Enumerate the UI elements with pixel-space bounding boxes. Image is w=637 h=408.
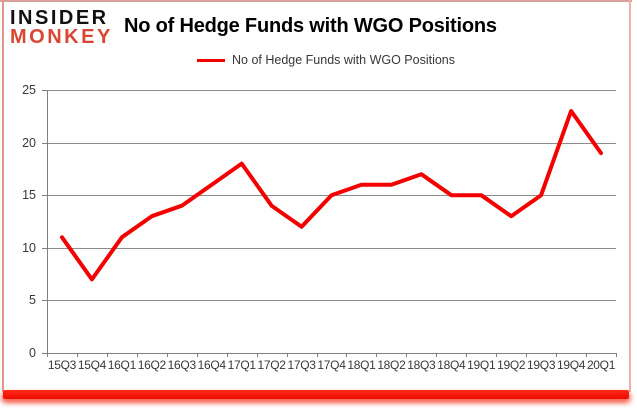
x-axis-label: 17Q4 xyxy=(317,358,346,372)
card-border-left xyxy=(2,0,4,392)
x-axis-label: 17Q3 xyxy=(287,358,316,372)
x-axis-label: 17Q1 xyxy=(227,358,256,372)
y-axis-label: 15 xyxy=(22,188,36,203)
x-axis-label: 16Q1 xyxy=(107,358,136,372)
x-axis-label: 19Q4 xyxy=(557,358,586,372)
legend-line-swatch xyxy=(197,58,225,62)
data-line xyxy=(60,109,603,282)
x-axis-label: 19Q2 xyxy=(497,358,526,372)
y-axis-label: 20 xyxy=(22,135,36,150)
x-axis-label: 20Q1 xyxy=(586,358,616,372)
y-axis-label: 25 xyxy=(22,83,36,97)
insider-monkey-logo: INSIDER MONKEY xyxy=(10,7,113,48)
y-axis-label: 10 xyxy=(22,240,36,255)
x-axis-label: 17Q2 xyxy=(257,358,286,372)
x-axis-label: 18Q2 xyxy=(377,358,406,372)
x-axis-label: 16Q3 xyxy=(167,358,196,372)
y-axis-label: 5 xyxy=(29,293,36,308)
y-axis-label: 0 xyxy=(29,346,36,360)
x-axis-label: 15Q4 xyxy=(77,358,106,372)
bottom-red-bar xyxy=(3,390,629,399)
x-axis-label: 15Q3 xyxy=(47,358,77,372)
logo-line-monkey: MONKEY xyxy=(10,26,113,48)
card-border-top xyxy=(0,0,632,2)
legend: No of Hedge Funds with WGO Positions xyxy=(197,53,455,67)
legend-label: No of Hedge Funds with WGO Positions xyxy=(232,53,456,67)
logo-line-insider: INSIDER xyxy=(10,7,109,29)
chart-title: No of Hedge Funds with WGO Positions xyxy=(124,15,497,37)
x-axis-label: 18Q1 xyxy=(347,358,376,372)
x-axis-label: 16Q4 xyxy=(197,358,226,372)
x-axis-label: 18Q4 xyxy=(437,358,466,372)
x-axis-label: 16Q2 xyxy=(137,358,166,372)
x-axis-label: 19Q3 xyxy=(527,358,556,372)
card-border-right xyxy=(629,0,631,392)
x-axis-label: 18Q3 xyxy=(407,358,436,372)
x-axis-label: 19Q1 xyxy=(467,358,496,372)
